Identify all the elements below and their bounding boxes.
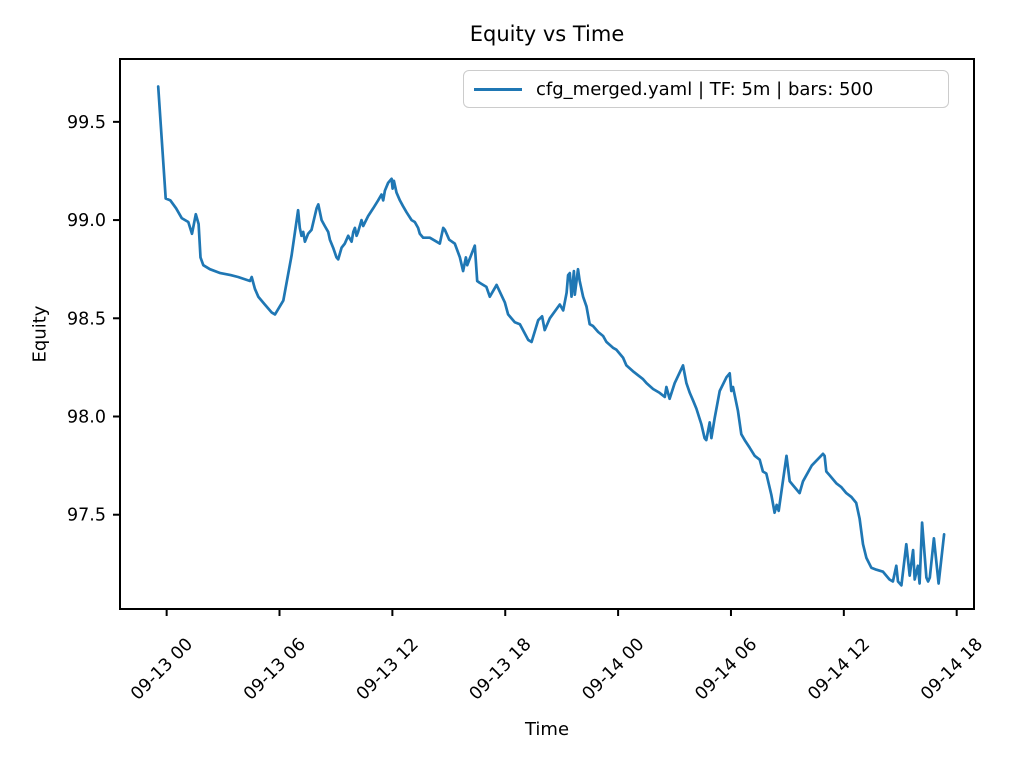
x-tick-label: 09-14 18 xyxy=(917,635,987,705)
x-tick-label: 09-13 18 xyxy=(466,635,536,705)
y-tick-label: 98.5 xyxy=(67,309,106,329)
legend-line-swatch xyxy=(474,87,522,91)
y-tick-label: 99.5 xyxy=(67,113,106,133)
y-tick-label: 99.0 xyxy=(67,211,106,231)
x-tick-label: 09-14 06 xyxy=(692,635,762,705)
y-tick-label: 98.0 xyxy=(67,408,106,428)
y-axis-label: Equity xyxy=(29,305,51,363)
x-tick-label: 09-13 00 xyxy=(127,635,197,705)
x-axis-label: Time xyxy=(524,719,570,740)
y-tick-label: 97.5 xyxy=(67,506,106,526)
x-tick-label: 09-14 12 xyxy=(804,635,874,705)
x-tick-label: 09-13 12 xyxy=(353,635,423,705)
x-tick-label: 09-13 06 xyxy=(240,635,310,705)
legend-box: cfg_merged.yaml | TF: 5m | bars: 500 xyxy=(463,70,949,108)
equity-curve xyxy=(156,85,946,587)
chart-title: Equity vs Time xyxy=(469,22,625,46)
axes-frame xyxy=(119,58,975,610)
x-tick-label: 09-14 00 xyxy=(579,635,649,705)
legend-entry-label: cfg_merged.yaml | TF: 5m | bars: 500 xyxy=(536,78,874,100)
